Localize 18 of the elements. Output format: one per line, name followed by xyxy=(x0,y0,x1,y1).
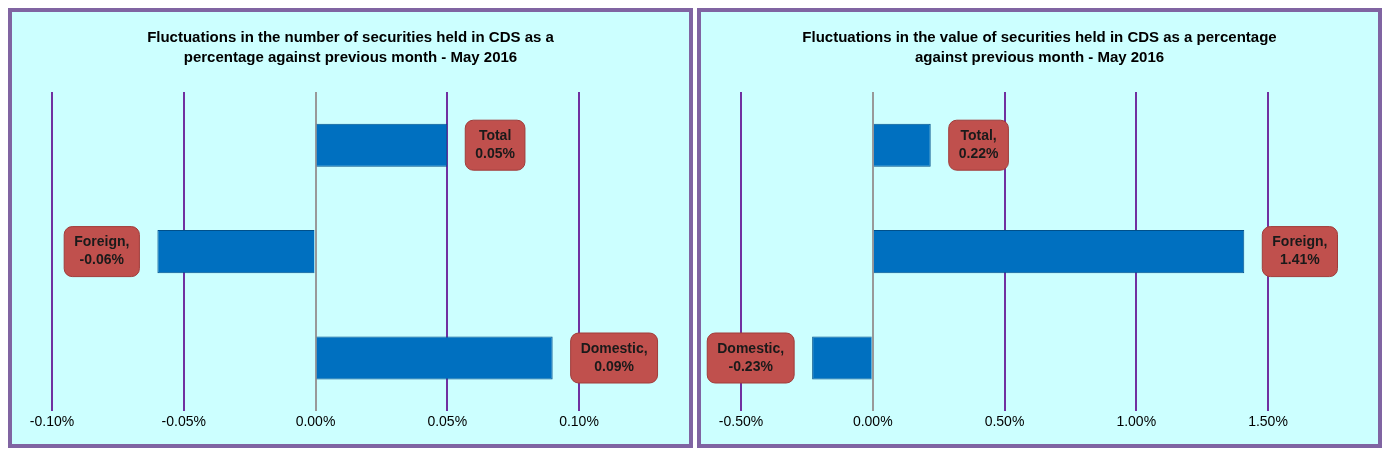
x-tick-label: 1.00% xyxy=(1116,413,1157,430)
x-tick-label: 0.05% xyxy=(427,413,468,430)
data-label: Domestic, 0.09% xyxy=(580,339,648,374)
x-tick-label: -0.10% xyxy=(29,413,75,430)
data-label: Domestic, -0.23% xyxy=(717,339,785,374)
data-label: Total, 0.22% xyxy=(958,127,999,162)
chart-title: Fluctuations in the value of securities held in CDS as a percentage against previous month - May 2016 xyxy=(802,27,1277,65)
x-tick-label: -0.05% xyxy=(161,413,206,430)
x-tick-label: 0.10% xyxy=(559,413,599,430)
data-label: Foreign, -0.06% xyxy=(74,233,130,268)
x-tick-label: 1.50% xyxy=(1248,413,1288,430)
x-tick-label: 0.00% xyxy=(852,413,893,430)
data-label: Foreign, 1.41% xyxy=(1272,233,1328,268)
x-tick-label: 0.50% xyxy=(984,413,1025,430)
x-tick-label: 0.00% xyxy=(295,413,336,430)
data-label: Total 0.05% xyxy=(475,127,516,162)
chart-title: Fluctuations in the number of securities held in CDS as a percentage against previous month - May 2016 xyxy=(147,27,555,65)
x-tick-label: -0.50% xyxy=(718,413,764,430)
